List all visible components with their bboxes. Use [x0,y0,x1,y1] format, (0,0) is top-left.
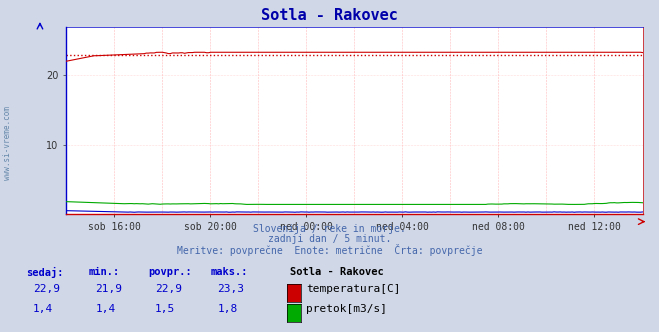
Text: Slovenija / reke in morje.: Slovenija / reke in morje. [253,224,406,234]
Text: Meritve: povprečne  Enote: metrične  Črta: povprečje: Meritve: povprečne Enote: metrične Črta:… [177,244,482,256]
Text: zadnji dan / 5 minut.: zadnji dan / 5 minut. [268,234,391,244]
Text: www.si-vreme.com: www.si-vreme.com [3,106,13,180]
Text: 1,5: 1,5 [155,304,175,314]
Text: sedaj:: sedaj: [26,267,64,278]
Text: Sotla - Rakovec: Sotla - Rakovec [261,8,398,23]
Text: pretok[m3/s]: pretok[m3/s] [306,304,387,314]
Text: 1,4: 1,4 [33,304,53,314]
Text: 1,4: 1,4 [96,304,116,314]
Text: 23,3: 23,3 [217,284,244,294]
Text: min.:: min.: [89,267,120,277]
Text: 1,8: 1,8 [217,304,238,314]
Text: 22,9: 22,9 [155,284,182,294]
Text: maks.:: maks.: [211,267,248,277]
Text: 22,9: 22,9 [33,284,60,294]
Text: 21,9: 21,9 [96,284,123,294]
Text: Sotla - Rakovec: Sotla - Rakovec [290,267,384,277]
Text: temperatura[C]: temperatura[C] [306,284,401,294]
Text: povpr.:: povpr.: [148,267,192,277]
